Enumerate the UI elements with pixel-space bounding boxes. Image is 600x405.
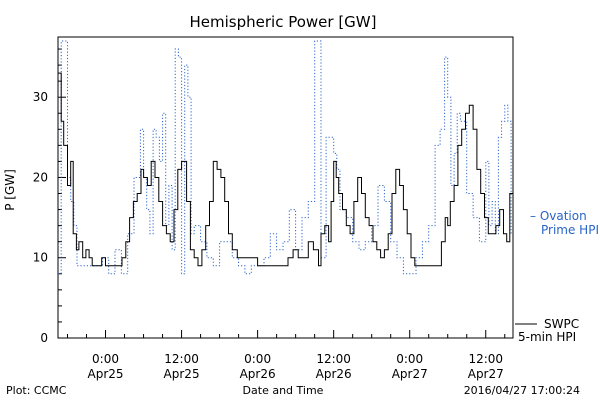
y-tick-label: 20 [33,170,48,184]
footer-left: Plot: CCMC [6,384,67,397]
x-tick-date: Apr25 [88,367,124,381]
plot-frame [57,36,514,339]
chart-title: Hemispheric Power [GW] [190,13,377,31]
x-tick-date: Apr27 [468,367,504,381]
legend-swpc-line1: SWPC [544,317,579,331]
y-tick-label: 30 [33,90,48,104]
y-axis-label: P [GW] [3,169,17,211]
x-axis: 0:00Apr2512:00Apr250:00Apr2612:00Apr260:… [67,330,506,381]
x-tick-date: Apr25 [164,367,200,381]
legend-ovation-line2: Prime HPI [541,223,599,237]
x-tick-time: 0:00 [244,352,271,366]
x-tick-date: Apr26 [316,367,352,381]
legend-ovation: – Ovation Prime HPI [530,209,599,237]
x-tick-time: 0:00 [92,352,119,366]
x-tick-time: 0:00 [396,352,423,366]
footer-center: Date and Time [243,384,324,397]
x-tick-time: 12:00 [468,352,503,366]
x-tick-date: Apr26 [240,367,276,381]
x-tick-time: 12:00 [164,352,199,366]
x-tick-time: 12:00 [316,352,351,366]
y-tick-label: 10 [33,251,48,265]
series-layer [58,40,514,275]
legend-ovation-line1: – Ovation [530,209,587,223]
y-tick-label: 0 [40,331,48,345]
footer-right: 2016/04/27 17:00:24 [464,384,580,397]
legend-swpc: SWPC 5-min HPI [515,317,579,344]
series-line-ovation-prime-hpi [58,40,512,275]
x-tick-date: Apr27 [392,367,428,381]
series-line-swpc-5-min-hpi [58,72,514,267]
legend-swpc-line2: 5-min HPI [518,330,576,344]
